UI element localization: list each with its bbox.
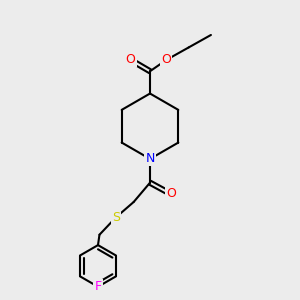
Text: N: N (145, 152, 155, 165)
Text: F: F (94, 280, 101, 293)
Text: O: O (166, 188, 176, 200)
Text: O: O (126, 53, 136, 66)
Text: O: O (161, 53, 171, 66)
Text: S: S (112, 211, 120, 224)
